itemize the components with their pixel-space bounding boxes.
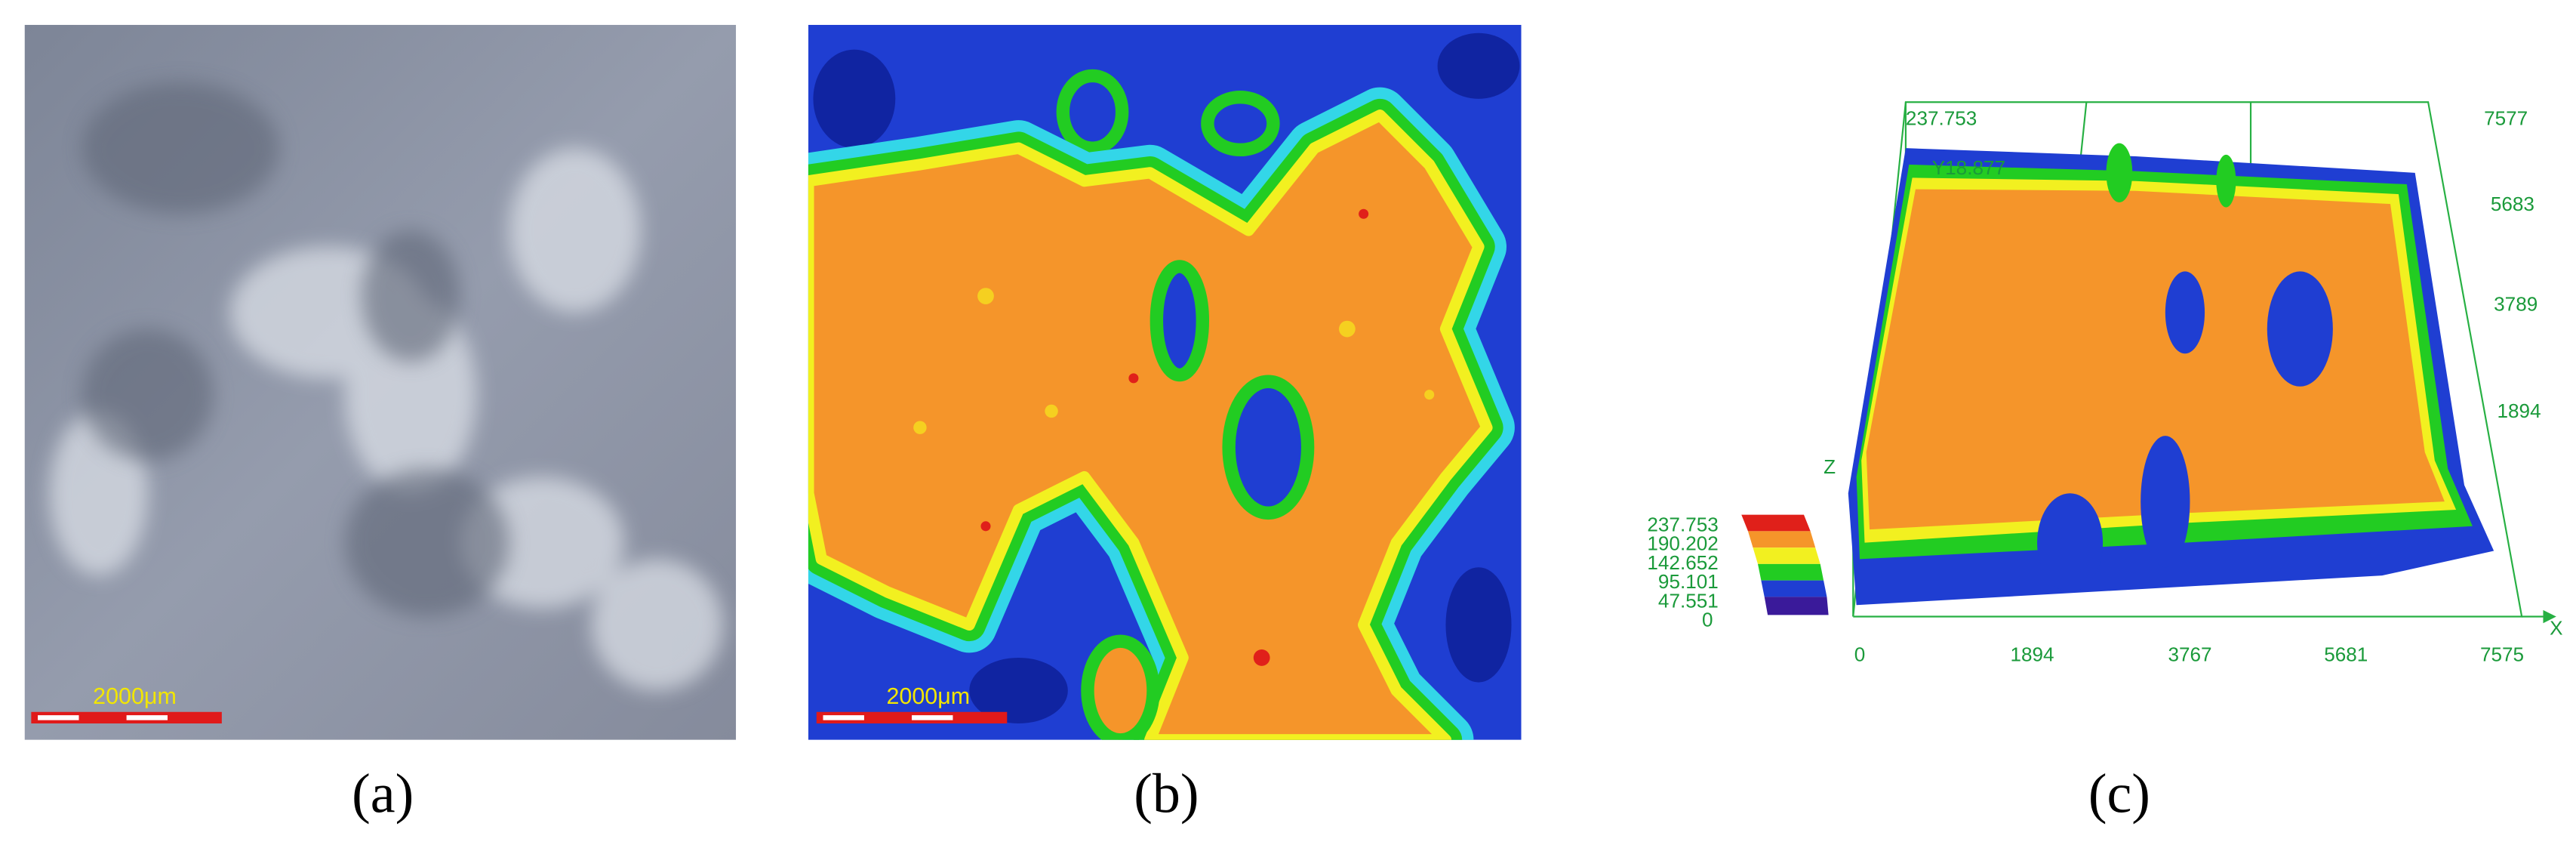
surface-plot: 237.753 Y18.877 Z X (1741, 101, 2563, 639)
x-tick-label: 7575 (2480, 643, 2524, 665)
x-tick-label: 1894 (2010, 643, 2054, 665)
z-max-label: 237.753 (1906, 107, 1977, 130)
panel-label: (a) (352, 763, 414, 825)
scale-bar-label: 2000μm (93, 683, 177, 709)
y-tick-label: 3789 (2494, 293, 2538, 316)
x-axis-label: X (2550, 616, 2562, 639)
legend-label: 95.101 (1658, 570, 1719, 593)
x-tick-label: 0 (1854, 643, 1866, 665)
height-map: 2000μm (808, 24, 1522, 740)
legend-label: 237.753 (1647, 513, 1718, 535)
x-tick-label: 5681 (2324, 643, 2368, 665)
z-axis-label: Z (1824, 455, 1836, 478)
y-max-label: Y18.877 (1932, 156, 2005, 179)
y-tick-label: 7577 (2484, 107, 2528, 130)
legend-label: 142.652 (1647, 551, 1718, 574)
y-tick-label: 1894 (2498, 399, 2541, 422)
x-tick-label: 3767 (2168, 643, 2211, 665)
micrograph: 2000μm (24, 24, 737, 740)
legend-label: 0 (1702, 609, 1713, 631)
legend-label: 47.551 (1658, 589, 1719, 612)
y-tick-label: 5683 (2491, 193, 2534, 215)
panel-label: (b) (1134, 763, 1199, 825)
scale-bar-label: 2000μm (886, 683, 970, 709)
panel-label: (c) (2088, 763, 2150, 825)
legend-label: 190.202 (1647, 532, 1718, 555)
